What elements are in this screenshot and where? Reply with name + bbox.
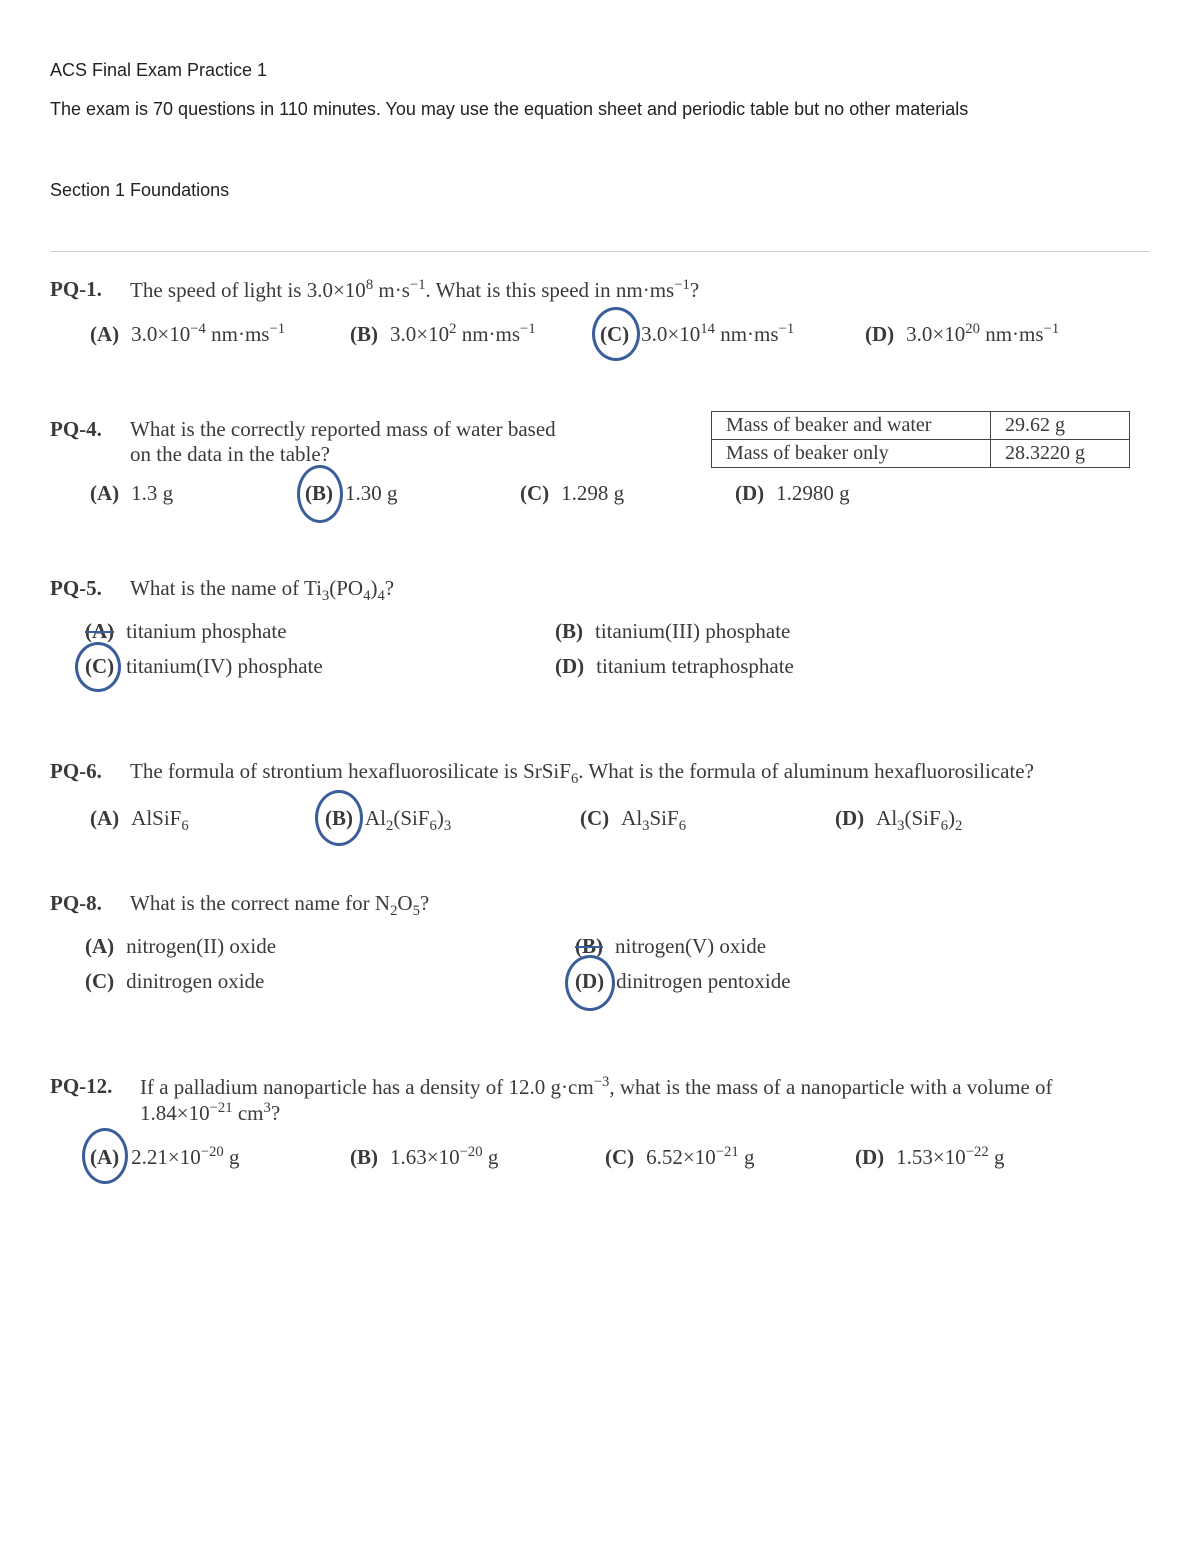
choice-d: (D) titanium tetraphosphate bbox=[555, 654, 1150, 679]
choice-c: (C) Al3SiF6 bbox=[580, 806, 835, 835]
question-text: The speed of light is 3.0×108 m·s−1. Wha… bbox=[130, 277, 1150, 303]
choice-b: (B) Al2(SiF6)3 bbox=[325, 806, 580, 835]
table-cell: 29.62 g bbox=[991, 412, 1130, 440]
page-instructions: The exam is 70 questions in 110 minutes.… bbox=[50, 99, 1150, 120]
question-number: PQ-1. bbox=[50, 277, 130, 302]
choice-d: (D) 1.2980 g bbox=[735, 481, 850, 506]
exam-page: ACS Final Exam Practice 1 The exam is 70… bbox=[0, 0, 1200, 1553]
choice-a: (A) AlSiF6 bbox=[90, 806, 325, 835]
question-number: PQ-4. bbox=[50, 417, 130, 442]
table-cell: 28.3220 g bbox=[991, 440, 1130, 468]
choice-b: (B) 3.0×102 nm·ms−1 bbox=[350, 321, 600, 347]
question-pq5: PQ-5. What is the name of Ti3(PO4)4? (A)… bbox=[50, 576, 1150, 689]
question-text: If a palladium nanoparticle has a densit… bbox=[140, 1074, 1150, 1126]
question-pq6: PQ-6. The formula of strontium hexafluor… bbox=[50, 759, 1150, 835]
question-number: PQ-12. bbox=[50, 1074, 140, 1099]
choice-c: (C) 3.0×1014 nm·ms−1 bbox=[600, 321, 865, 347]
choice-d: (D) 3.0×1020 nm·ms−1 bbox=[865, 321, 1059, 347]
table-cell: Mass of beaker and water bbox=[712, 412, 991, 440]
choice-a: (A) 1.3 g bbox=[90, 481, 305, 506]
question-number: PQ-5. bbox=[50, 576, 130, 601]
choice-d: (D) 1.53×10−22 g bbox=[855, 1144, 1004, 1170]
choice-c: (C) titanium(IV) phosphate bbox=[85, 654, 555, 679]
choice-b: (B) titanium(III) phosphate bbox=[555, 619, 1150, 644]
table-cell: Mass of beaker only bbox=[712, 440, 991, 468]
question-number: PQ-8. bbox=[50, 891, 130, 916]
choice-b: (B) 1.30 g bbox=[305, 481, 520, 506]
choice-a: (A) 2.21×10−20 g bbox=[90, 1144, 350, 1170]
choice-a: (A) titanium phosphate bbox=[85, 619, 555, 644]
choice-c: (C) dinitrogen oxide bbox=[85, 969, 575, 994]
question-pq4: Mass of beaker and water29.62 g Mass of … bbox=[50, 417, 1150, 506]
choice-b: (B) nitrogen(V) oxide bbox=[575, 934, 1150, 959]
question-pq1: PQ-1. The speed of light is 3.0×108 m·s−… bbox=[50, 277, 1150, 347]
choice-c: (C) 1.298 g bbox=[520, 481, 735, 506]
question-pq12: PQ-12. If a palladium nanoparticle has a… bbox=[50, 1074, 1150, 1170]
choice-b: (B) 1.63×10−20 g bbox=[350, 1144, 605, 1170]
choice-d: (D) Al3(SiF6)2 bbox=[835, 806, 962, 835]
choice-a: (A) 3.0×10−4 nm·ms−1 bbox=[90, 321, 350, 347]
question-text: What is the name of Ti3(PO4)4? bbox=[130, 576, 1150, 605]
section-heading: Section 1 Foundations bbox=[50, 180, 1150, 201]
question-text: What is the correctly reported mass of w… bbox=[130, 417, 570, 467]
question-text: What is the correct name for N2O5? bbox=[130, 891, 1150, 920]
divider bbox=[50, 251, 1150, 252]
choice-d: (D) dinitrogen pentoxide bbox=[575, 969, 1150, 994]
data-table: Mass of beaker and water29.62 g Mass of … bbox=[711, 411, 1130, 468]
question-number: PQ-6. bbox=[50, 759, 130, 784]
choice-c: (C) 6.52×10−21 g bbox=[605, 1144, 855, 1170]
page-title: ACS Final Exam Practice 1 bbox=[50, 60, 1150, 81]
choice-a: (A) nitrogen(II) oxide bbox=[85, 934, 575, 959]
question-text: The formula of strontium hexafluorosilic… bbox=[130, 759, 1150, 788]
question-pq8: PQ-8. What is the correct name for N2O5?… bbox=[50, 891, 1150, 1004]
